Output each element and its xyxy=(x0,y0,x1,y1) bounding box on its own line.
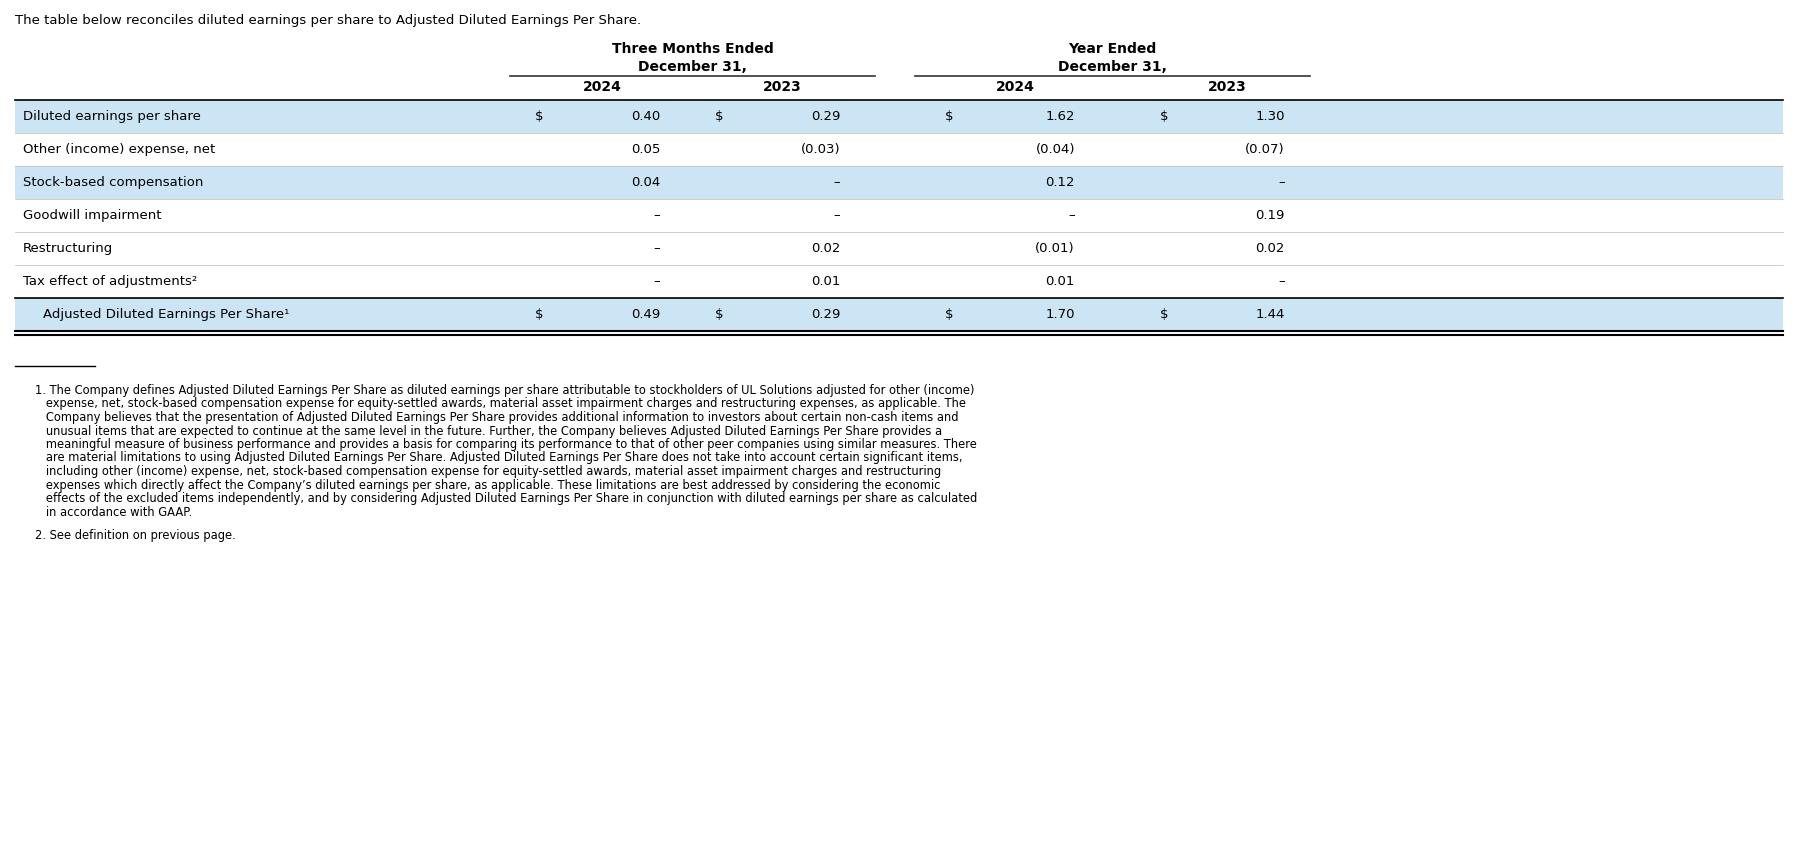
Text: 1.62: 1.62 xyxy=(1045,110,1075,123)
Text: 1.44: 1.44 xyxy=(1255,308,1286,321)
Text: effects of the excluded items independently, and by considering Adjusted Diluted: effects of the excluded items independen… xyxy=(34,492,978,505)
Bar xyxy=(14,298,1784,331)
Text: –: – xyxy=(653,209,660,222)
Text: Goodwill impairment: Goodwill impairment xyxy=(23,209,162,222)
Text: (0.07): (0.07) xyxy=(1246,143,1286,156)
Bar xyxy=(14,100,1784,133)
Text: are material limitations to using Adjusted Diluted Earnings Per Share. Adjusted : are material limitations to using Adjust… xyxy=(34,452,962,464)
Text: –: – xyxy=(1278,275,1286,288)
Text: Restructuring: Restructuring xyxy=(23,242,113,255)
Text: Company believes that the presentation of Adjusted Diluted Earnings Per Share pr: Company believes that the presentation o… xyxy=(34,411,958,424)
Text: Diluted earnings per share: Diluted earnings per share xyxy=(23,110,201,123)
Text: 0.02: 0.02 xyxy=(1255,242,1286,255)
Text: Year Ended: Year Ended xyxy=(1068,42,1156,56)
Text: 0.49: 0.49 xyxy=(631,308,660,321)
Text: $: $ xyxy=(946,110,953,123)
Text: in accordance with GAAP.: in accordance with GAAP. xyxy=(34,506,192,518)
Text: (0.01): (0.01) xyxy=(1036,242,1075,255)
Text: 2. See definition on previous page.: 2. See definition on previous page. xyxy=(34,529,236,542)
Text: expenses which directly affect the Company’s diluted earnings per share, as appl: expenses which directly affect the Compa… xyxy=(34,479,940,491)
Text: Adjusted Diluted Earnings Per Share¹: Adjusted Diluted Earnings Per Share¹ xyxy=(43,308,289,321)
Text: 0.04: 0.04 xyxy=(631,176,660,189)
Text: December 31,: December 31, xyxy=(638,60,746,74)
Text: –: – xyxy=(653,242,660,255)
Text: Tax effect of adjustments²: Tax effect of adjustments² xyxy=(23,275,198,288)
Text: 0.19: 0.19 xyxy=(1255,209,1286,222)
Text: –: – xyxy=(834,209,840,222)
Text: 0.40: 0.40 xyxy=(631,110,660,123)
Text: $: $ xyxy=(946,308,953,321)
Text: $: $ xyxy=(1160,308,1169,321)
Text: Stock-based compensation: Stock-based compensation xyxy=(23,176,203,189)
Text: $: $ xyxy=(716,110,723,123)
Text: 1.70: 1.70 xyxy=(1045,308,1075,321)
Text: 2023: 2023 xyxy=(762,80,802,94)
Text: 1. The Company defines Adjusted Diluted Earnings Per Share as diluted earnings p: 1. The Company defines Adjusted Diluted … xyxy=(34,384,975,397)
Text: –: – xyxy=(834,176,840,189)
Text: Other (income) expense, net: Other (income) expense, net xyxy=(23,143,216,156)
Text: Three Months Ended: Three Months Ended xyxy=(611,42,773,56)
Text: $: $ xyxy=(536,110,543,123)
Text: expense, net, stock-based compensation expense for equity-settled awards, materi: expense, net, stock-based compensation e… xyxy=(34,398,966,410)
Text: 2024: 2024 xyxy=(583,80,622,94)
Text: December 31,: December 31, xyxy=(1057,60,1167,74)
Text: 0.02: 0.02 xyxy=(811,242,840,255)
Text: $: $ xyxy=(1160,110,1169,123)
Text: $: $ xyxy=(536,308,543,321)
Text: 2023: 2023 xyxy=(1208,80,1246,94)
Text: (0.04): (0.04) xyxy=(1036,143,1075,156)
Text: meaningful measure of business performance and provides a basis for comparing it: meaningful measure of business performan… xyxy=(34,438,976,451)
Text: 0.05: 0.05 xyxy=(631,143,660,156)
Text: 0.12: 0.12 xyxy=(1045,176,1075,189)
Text: –: – xyxy=(1278,176,1286,189)
Text: 2024: 2024 xyxy=(996,80,1034,94)
Text: $: $ xyxy=(716,308,723,321)
Text: including other (income) expense, net, stock-based compensation expense for equi: including other (income) expense, net, s… xyxy=(34,465,940,478)
Text: 0.29: 0.29 xyxy=(811,110,840,123)
Text: The table below reconciles diluted earnings per share to Adjusted Diluted Earnin: The table below reconciles diluted earni… xyxy=(14,14,642,27)
Text: 0.01: 0.01 xyxy=(811,275,840,288)
Text: –: – xyxy=(1068,209,1075,222)
Text: (0.03): (0.03) xyxy=(800,143,840,156)
Text: 0.29: 0.29 xyxy=(811,308,840,321)
Text: 1.30: 1.30 xyxy=(1255,110,1286,123)
Text: unusual items that are expected to continue at the same level in the future. Fur: unusual items that are expected to conti… xyxy=(34,425,942,437)
Text: –: – xyxy=(653,275,660,288)
Bar xyxy=(14,166,1784,199)
Text: 0.01: 0.01 xyxy=(1046,275,1075,288)
